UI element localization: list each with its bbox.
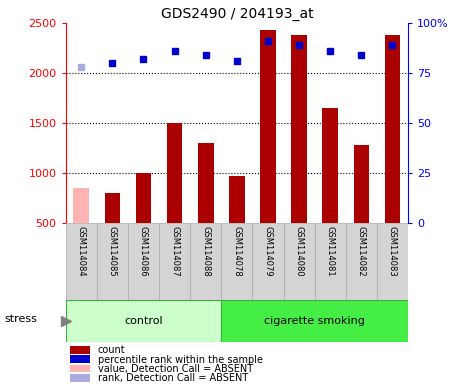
Bar [221, 300, 408, 342]
Bar [70, 346, 90, 354]
Bar [354, 145, 369, 223]
Text: control: control [124, 316, 163, 326]
Bar [221, 223, 252, 300]
Text: GSM114080: GSM114080 [295, 226, 303, 276]
Bar [70, 374, 90, 382]
Text: GSM114086: GSM114086 [139, 226, 148, 276]
Title: GDS2490 / 204193_at: GDS2490 / 204193_at [160, 7, 313, 21]
Bar [167, 123, 182, 223]
Text: value, Detection Call = ABSENT: value, Detection Call = ABSENT [98, 364, 253, 374]
Text: GSM114083: GSM114083 [388, 226, 397, 276]
Bar [260, 30, 276, 223]
Text: count: count [98, 345, 126, 355]
Bar [70, 356, 90, 363]
Text: GSM114085: GSM114085 [108, 226, 117, 276]
Bar [66, 300, 221, 342]
Bar [97, 223, 128, 300]
Bar [190, 223, 221, 300]
Text: GSM114078: GSM114078 [232, 226, 242, 276]
Bar [128, 223, 159, 300]
Bar [284, 223, 315, 300]
Text: GSM114088: GSM114088 [201, 226, 210, 276]
Bar [159, 223, 190, 300]
Bar [105, 193, 120, 223]
Text: GSM114087: GSM114087 [170, 226, 179, 276]
Bar [74, 188, 89, 223]
Bar [385, 35, 400, 223]
Bar [322, 108, 338, 223]
Text: GSM114082: GSM114082 [357, 226, 366, 276]
Text: GSM114081: GSM114081 [325, 226, 335, 276]
Text: cigarette smoking: cigarette smoking [264, 316, 365, 326]
Bar [136, 173, 151, 223]
Bar [70, 365, 90, 372]
Bar [315, 223, 346, 300]
Bar [229, 176, 245, 223]
Text: GSM114079: GSM114079 [264, 226, 272, 276]
Bar [198, 143, 213, 223]
Text: GSM114084: GSM114084 [77, 226, 86, 276]
Text: percentile rank within the sample: percentile rank within the sample [98, 355, 263, 365]
Bar [66, 223, 97, 300]
Bar [291, 35, 307, 223]
Bar [377, 223, 408, 300]
Text: rank, Detection Call = ABSENT: rank, Detection Call = ABSENT [98, 374, 248, 384]
Text: stress: stress [5, 314, 38, 324]
Bar [346, 223, 377, 300]
Bar [252, 223, 284, 300]
